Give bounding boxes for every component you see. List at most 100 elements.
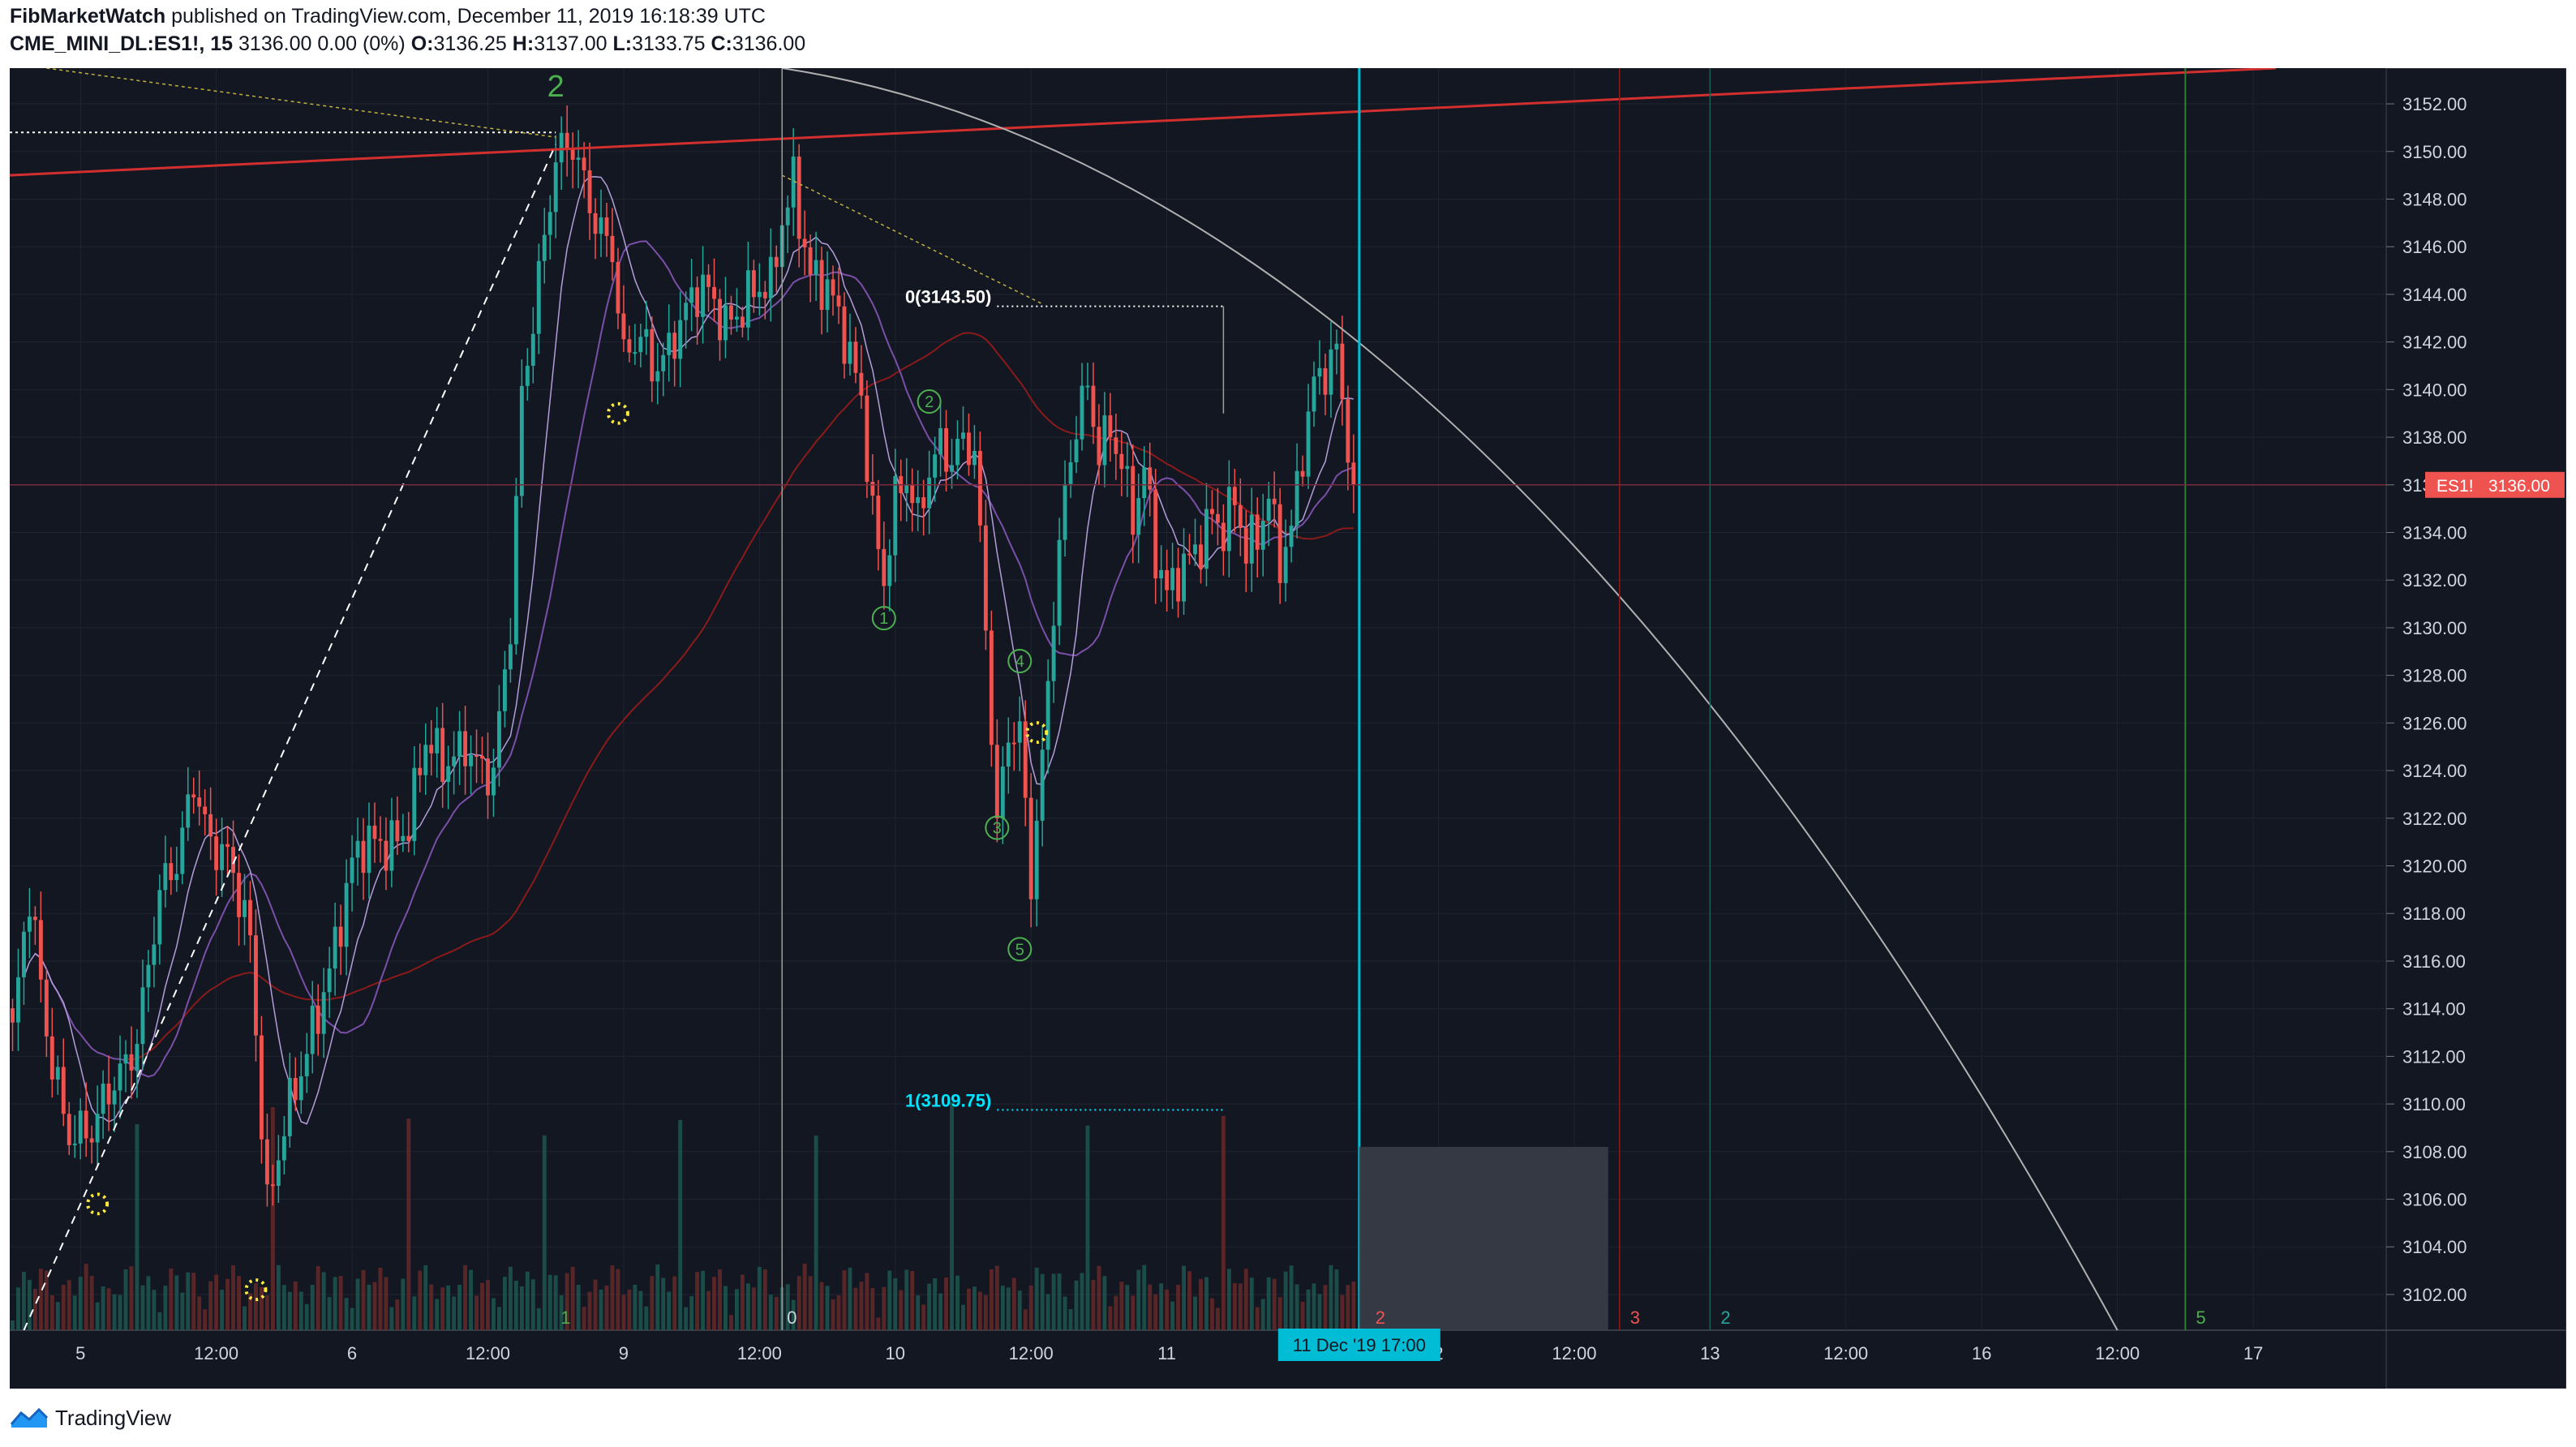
volume-bar [989, 1269, 994, 1330]
candle-body [474, 755, 479, 758]
volume-bar [1063, 1296, 1067, 1330]
fib-zero-label: 0(3143.50) [905, 287, 991, 307]
candle-body [106, 1084, 111, 1105]
volume-bar [1125, 1285, 1130, 1330]
candle-body [921, 497, 926, 509]
candle-body [559, 132, 564, 163]
volume-bar [1182, 1265, 1187, 1330]
volume-bar [1340, 1295, 1345, 1330]
candle-body [157, 890, 162, 945]
volume-bar [1238, 1283, 1243, 1330]
volume-bar [1091, 1280, 1096, 1330]
volume-bar [661, 1277, 666, 1330]
volume-bar [384, 1277, 389, 1330]
time-axis-label: 12:00 [737, 1343, 782, 1363]
volume-bar [1334, 1269, 1339, 1330]
volume-bar [1148, 1284, 1153, 1330]
volume-bar [547, 1274, 552, 1330]
candle-body [983, 525, 988, 631]
volume-bar [32, 1289, 37, 1330]
volume-bar [157, 1312, 162, 1330]
candle-body [270, 1184, 275, 1187]
candle-body [112, 1090, 117, 1105]
candle-body [513, 496, 518, 645]
volume-bar [1243, 1269, 1248, 1330]
candle-body [287, 1077, 292, 1136]
volume-bar [355, 1278, 360, 1330]
volume-bar [916, 1295, 921, 1330]
volume-bar [1255, 1307, 1260, 1330]
candle-body [616, 262, 620, 314]
volume-bar [808, 1276, 813, 1330]
price-chart[interactable]: 3152.00 3150.00 3148.00 3146.00 3144.00 3142.… [10, 68, 2566, 1389]
candle-body [163, 863, 168, 891]
candle-body [593, 213, 598, 234]
volume-bar [582, 1307, 586, 1330]
volume-bar [933, 1277, 938, 1330]
candle-body [140, 987, 145, 1045]
candle-body [350, 857, 354, 883]
volume-bar [1346, 1285, 1350, 1330]
volume-bar [1176, 1285, 1181, 1330]
volume-bar [678, 1119, 683, 1330]
volume-bar [604, 1285, 609, 1330]
volume-bar [243, 1306, 247, 1330]
volume-bar [1131, 1295, 1136, 1330]
candle-body [1294, 470, 1299, 526]
volume-bar [921, 1304, 926, 1330]
candle-body [1221, 522, 1226, 552]
moving-average-fast [23, 176, 1354, 1125]
volume-bar [865, 1273, 869, 1330]
candle-body [118, 1063, 122, 1091]
volume-bar [435, 1299, 440, 1330]
candle-body [72, 1143, 77, 1145]
wave-label: 3 [993, 820, 1002, 838]
volume-bar [1226, 1269, 1231, 1330]
volume-bar [316, 1266, 320, 1330]
candle-body [553, 162, 558, 213]
volume-bar [496, 1307, 501, 1330]
volume-bar [967, 1288, 971, 1330]
volume-bar [593, 1279, 598, 1330]
candle-body [135, 1044, 140, 1071]
candle-body [542, 234, 547, 261]
candle-body [802, 238, 807, 247]
candle-body [967, 432, 971, 466]
volume-bar [610, 1265, 615, 1330]
time-axis-label: 17 [2243, 1343, 2263, 1363]
candle-body [389, 820, 394, 871]
candle-body [638, 337, 643, 353]
candle-body [1232, 487, 1237, 505]
candle-body [197, 797, 202, 807]
candle-body [355, 840, 360, 858]
candle-body [298, 1076, 303, 1101]
brand-label[interactable]: TradingView [55, 1405, 172, 1430]
candle-body [1209, 509, 1214, 514]
candle-body [84, 1110, 88, 1139]
candle-body [429, 745, 434, 754]
volume-bar [129, 1266, 134, 1330]
price-axis-label: 3102.00 [2402, 1285, 2467, 1305]
candle-body [327, 968, 332, 993]
volume-bar [570, 1266, 575, 1330]
author-name[interactable]: FibMarketWatch [10, 5, 166, 28]
volume-bar [406, 1119, 411, 1330]
volume-bar [616, 1269, 620, 1330]
candle-body [1215, 513, 1220, 523]
candle-body [1266, 498, 1271, 522]
candle-body [870, 482, 875, 496]
volume-bar [1108, 1306, 1113, 1330]
volume-bar [304, 1303, 309, 1330]
candle-body [174, 874, 179, 881]
candle-body [276, 1160, 281, 1186]
volume-bar [859, 1282, 864, 1330]
candle-body [406, 835, 411, 841]
candle-body [599, 217, 603, 234]
volume-bar [429, 1284, 434, 1330]
volume-bar [536, 1307, 541, 1330]
volume-bar [1300, 1301, 1305, 1330]
price-axis-label: 3130.00 [2402, 618, 2467, 638]
candle-body [101, 1084, 105, 1114]
price-axis-label: 3116.00 [2402, 951, 2466, 972]
volume-bar [1312, 1283, 1316, 1330]
